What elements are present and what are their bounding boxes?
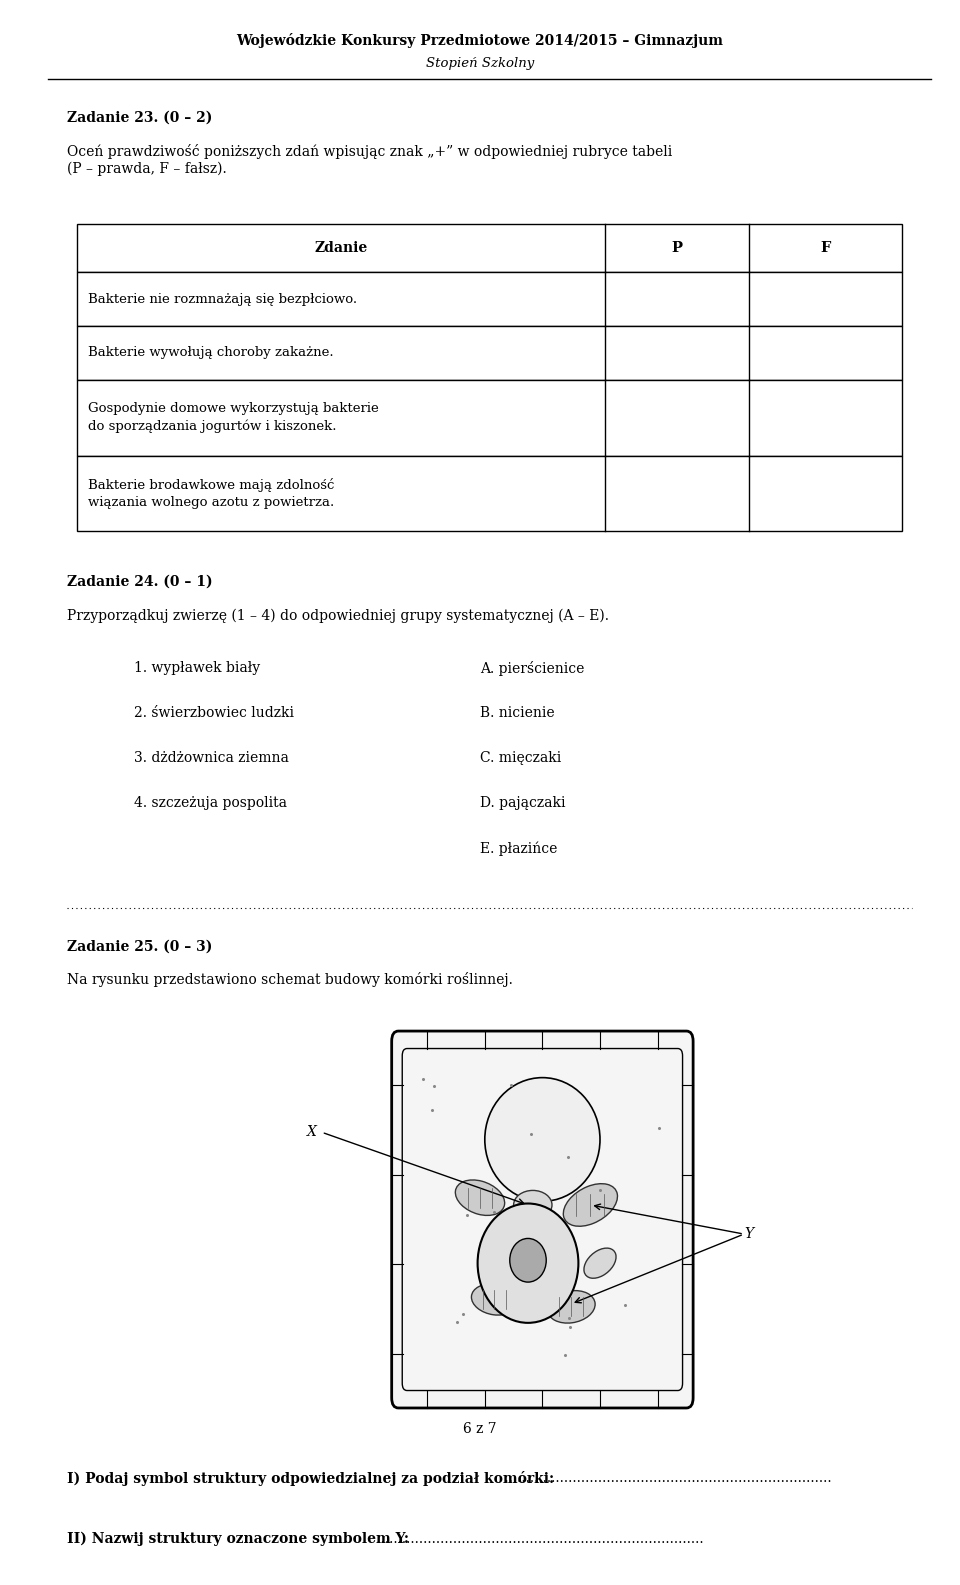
- Ellipse shape: [514, 1190, 552, 1219]
- Ellipse shape: [564, 1184, 617, 1227]
- Text: .............................................................................: ........................................…: [372, 1531, 704, 1545]
- Text: P: P: [671, 241, 683, 255]
- Text: Bakterie wywołują choroby zakażne.: Bakterie wywołują choroby zakażne.: [88, 347, 334, 360]
- Text: C. mięczaki: C. mięczaki: [480, 751, 562, 766]
- Text: F: F: [821, 241, 830, 255]
- Text: B. nicienie: B. nicienie: [480, 705, 555, 720]
- Text: I) Podaj symbol struktury odpowiedzialnej za podział komórki:: I) Podaj symbol struktury odpowiedzialne…: [67, 1471, 564, 1485]
- Text: Gospodynie domowe wykorzystują bakterie
do sporządzania jogurtów i kiszonek.: Gospodynie domowe wykorzystują bakterie …: [88, 403, 379, 433]
- Text: 2. świerzbowiec ludzki: 2. świerzbowiec ludzki: [134, 705, 295, 720]
- Text: Zdanie: Zdanie: [314, 241, 368, 255]
- Text: Zadanie 25. (0 – 3): Zadanie 25. (0 – 3): [67, 940, 212, 954]
- Ellipse shape: [510, 1238, 546, 1282]
- Text: Zadanie 23. (0 – 2): Zadanie 23. (0 – 2): [67, 111, 212, 125]
- Bar: [77, 223, 902, 273]
- Text: 1. wypławek biały: 1. wypławek biały: [134, 661, 260, 675]
- Text: II) Nazwij struktury oznaczone symbolem Y:: II) Nazwij struktury oznaczone symbolem …: [67, 1531, 419, 1545]
- Text: Stopień Szkolny: Stopień Szkolny: [426, 57, 534, 70]
- Text: X: X: [307, 1125, 317, 1140]
- Text: Na rysunku przedstawiono schemat budowy komórki roślinnej.: Na rysunku przedstawiono schemat budowy …: [67, 972, 513, 987]
- Text: Zadanie 24. (0 – 1): Zadanie 24. (0 – 1): [67, 575, 213, 590]
- FancyBboxPatch shape: [392, 1032, 693, 1407]
- Text: A. pierścienice: A. pierścienice: [480, 661, 585, 675]
- Ellipse shape: [477, 1203, 578, 1323]
- Text: Oceń prawdziwość poniższych zdań wpisując znak „+” w odpowiedniej rubryce tabeli: Oceń prawdziwość poniższych zdań wpisują…: [67, 144, 672, 176]
- Bar: [77, 327, 902, 380]
- Text: 4. szczeżuja pospolita: 4. szczeżuja pospolita: [134, 796, 287, 810]
- Text: Bakterie nie rozmnażają się bezpłciowo.: Bakterie nie rozmnażają się bezpłciowo.: [88, 293, 357, 306]
- Text: Przyporządkuj zwierzę (1 – 4) do odpowiedniej grupy systematycznej (A – E).: Przyporządkuj zwierzę (1 – 4) do odpowie…: [67, 609, 610, 623]
- Text: 3. dżdżownica ziemna: 3. dżdżownica ziemna: [134, 751, 289, 766]
- Text: E. płazińce: E. płazińce: [480, 842, 558, 856]
- Text: Bakterie brodawkowe mają zdolność
wiązania wolnego azotu z powietrza.: Bakterie brodawkowe mają zdolność wiązan…: [88, 477, 335, 509]
- Ellipse shape: [455, 1179, 505, 1216]
- Text: .............................................................................: ........................................…: [500, 1471, 831, 1485]
- Ellipse shape: [485, 1078, 600, 1201]
- Text: Wojewódzkie Konkursy Przedmiotowe 2014/2015 – Gimnazjum: Wojewódzkie Konkursy Przedmiotowe 2014/2…: [236, 33, 724, 49]
- Text: Y: Y: [744, 1227, 754, 1241]
- Bar: [77, 380, 902, 455]
- Ellipse shape: [584, 1247, 616, 1278]
- Bar: [77, 273, 902, 327]
- Ellipse shape: [471, 1284, 517, 1316]
- Text: 6 z 7: 6 z 7: [463, 1422, 497, 1436]
- Bar: [77, 455, 902, 531]
- Text: D. pajączaki: D. pajączaki: [480, 796, 565, 810]
- Ellipse shape: [547, 1290, 595, 1323]
